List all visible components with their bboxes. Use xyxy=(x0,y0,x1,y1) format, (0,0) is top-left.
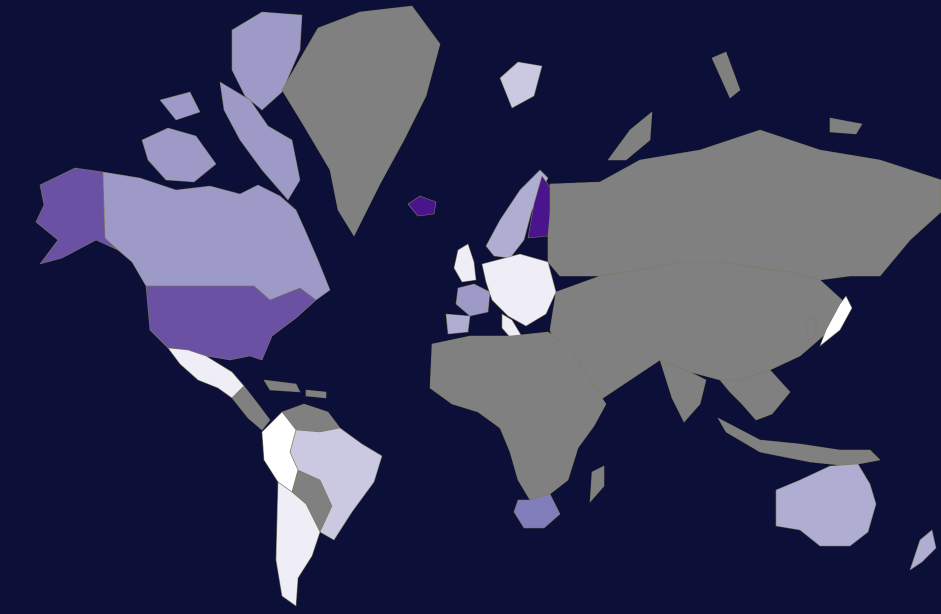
region-svalbard[interactable] xyxy=(499,61,543,109)
region-japan[interactable] xyxy=(819,295,853,347)
region-canada[interactable] xyxy=(102,171,331,301)
region-spain[interactable] xyxy=(445,313,471,335)
region-africa[interactable] xyxy=(429,331,607,501)
region-indonesia[interactable] xyxy=(717,417,881,467)
region-australia[interactable] xyxy=(775,463,877,547)
region-canada-arctic-islands[interactable] xyxy=(141,11,303,201)
region-united-kingdom[interactable] xyxy=(453,243,477,283)
region-central-america[interactable] xyxy=(231,385,271,431)
region-central-europe[interactable] xyxy=(481,253,557,327)
region-greenland[interactable] xyxy=(281,5,441,237)
region-iceland[interactable] xyxy=(407,195,437,217)
region-southeast-asia[interactable] xyxy=(719,369,791,421)
region-south-africa[interactable] xyxy=(513,493,561,529)
region-madagascar[interactable] xyxy=(589,465,605,503)
region-russia-arctic-islands[interactable] xyxy=(607,51,863,161)
region-korea[interactable] xyxy=(805,315,817,341)
region-france[interactable] xyxy=(455,283,491,317)
region-india[interactable] xyxy=(659,359,707,423)
region-russia[interactable] xyxy=(547,129,941,281)
region-argentina-chile[interactable] xyxy=(275,481,321,607)
region-new-zealand[interactable] xyxy=(909,529,937,571)
region-caribbean[interactable] xyxy=(263,379,327,399)
region-alaska[interactable] xyxy=(35,167,119,265)
